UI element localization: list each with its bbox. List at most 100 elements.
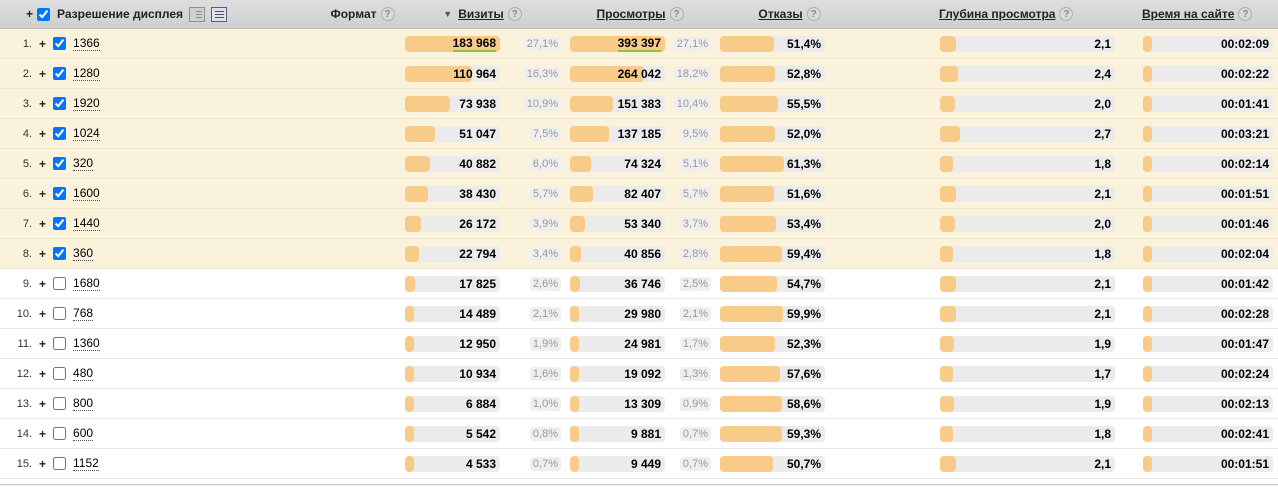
views-help-icon[interactable]: ?: [669, 7, 684, 21]
expand-row-button[interactable]: +: [39, 66, 47, 81]
visits-cell: 73 938 10,9%: [400, 95, 565, 112]
views-bar-fill: [570, 335, 579, 352]
visits-help-icon[interactable]: ?: [507, 7, 522, 21]
visits-value: 38 430: [459, 186, 496, 201]
time-bar-track: 00:02:22: [1143, 65, 1273, 82]
column-header-visits[interactable]: Визиты: [458, 7, 504, 21]
expand-row-button[interactable]: +: [39, 456, 47, 471]
expand-row-button[interactable]: +: [39, 306, 47, 321]
resolution-link[interactable]: 800: [73, 395, 94, 411]
time-bar-track: 00:02:41: [1143, 425, 1273, 442]
resolution-link[interactable]: 1366: [73, 35, 100, 51]
visits-percent: 1,0%: [529, 396, 561, 411]
resolution-link[interactable]: 1920: [73, 95, 100, 111]
row-checkbox[interactable]: [53, 457, 67, 470]
time-value: 00:01:51: [1220, 456, 1269, 471]
select-all-checkbox[interactable]: [37, 7, 51, 21]
row-checkbox[interactable]: [53, 127, 67, 140]
views-cell: 393 397 27,1%: [565, 35, 715, 52]
resolution-link[interactable]: 1152: [73, 455, 99, 471]
expand-row-button[interactable]: +: [39, 216, 47, 231]
expand-row-button[interactable]: +: [39, 276, 47, 291]
visits-bar-fill: [405, 125, 436, 142]
resolution-link[interactable]: 1280: [73, 65, 100, 81]
row-number: 3.: [22, 97, 32, 110]
depth-bar-track: 2,1: [940, 275, 1115, 292]
resolution-cell: 4. + 1024: [0, 125, 325, 141]
format-help-icon[interactable]: ?: [380, 7, 395, 21]
row-checkbox[interactable]: [53, 157, 67, 170]
row-checkbox[interactable]: [53, 97, 67, 110]
depth-value: 2,1: [1094, 306, 1111, 321]
views-bar-fill: [570, 275, 581, 292]
expand-row-button[interactable]: +: [39, 426, 47, 441]
column-header-bounce[interactable]: Отказы: [758, 7, 803, 21]
views-bar-track: 40 856: [570, 245, 665, 262]
time-cell: 00:01:47: [1138, 335, 1273, 352]
visits-bar-track: 6 884: [405, 395, 500, 412]
row-checkbox[interactable]: [53, 307, 67, 320]
table-row: 13. + 800 6 884 1,0% 13 309 0,9%: [0, 389, 1278, 419]
column-header-views[interactable]: Просмотры: [596, 7, 666, 21]
table-footer: [0, 479, 1278, 493]
row-checkbox[interactable]: [53, 397, 67, 410]
expand-all-button[interactable]: +: [26, 7, 34, 21]
expand-row-button[interactable]: +: [39, 396, 47, 411]
resolution-link[interactable]: 320: [73, 155, 94, 171]
row-checkbox[interactable]: [53, 37, 67, 50]
row-checkbox[interactable]: [53, 277, 67, 290]
time-value: 00:02:24: [1220, 366, 1269, 381]
depth-bar-track: 2,1: [940, 185, 1115, 202]
row-checkbox[interactable]: [53, 427, 67, 440]
row-number: 7.: [22, 217, 32, 230]
depth-value: 2,0: [1094, 216, 1111, 231]
time-bar-track: 00:01:47: [1143, 335, 1273, 352]
column-header-depth[interactable]: Глубина просмотра: [939, 7, 1056, 21]
expand-row-button[interactable]: +: [39, 246, 47, 261]
resolution-link[interactable]: 768: [73, 305, 94, 321]
row-checkbox[interactable]: [53, 187, 67, 200]
expand-row-button[interactable]: +: [39, 96, 47, 111]
resolution-link[interactable]: 1600: [73, 185, 100, 201]
depth-help-icon[interactable]: ?: [1059, 7, 1074, 21]
expand-row-button[interactable]: +: [39, 336, 47, 351]
resolution-link[interactable]: 1440: [73, 215, 100, 231]
time-bar-fill: [1143, 245, 1152, 262]
expand-row-button[interactable]: +: [39, 186, 47, 201]
time-cell: 00:01:46: [1138, 215, 1273, 232]
header-bounce-cell: Отказы ?: [715, 7, 830, 21]
time-help-icon[interactable]: ?: [1238, 7, 1253, 21]
expand-row-button[interactable]: +: [39, 156, 47, 171]
views-percent: 2,5%: [679, 276, 711, 291]
tree-view-icon[interactable]: [189, 6, 206, 22]
bounce-bar-track: 61,3%: [720, 155, 825, 172]
expand-row-button[interactable]: +: [39, 366, 47, 381]
resolution-cell: 15. + 1152: [0, 455, 325, 471]
bounce-cell: 53,4%: [715, 215, 830, 232]
expand-row-button[interactable]: +: [39, 36, 47, 51]
bounce-help-icon[interactable]: ?: [806, 7, 821, 21]
list-view-icon[interactable]: [211, 6, 228, 22]
resolution-link[interactable]: 480: [73, 365, 94, 381]
resolution-link[interactable]: 1360: [73, 335, 100, 351]
visits-bar-fill: [405, 155, 430, 172]
resolution-link[interactable]: 1680: [73, 275, 100, 291]
row-checkbox[interactable]: [53, 337, 67, 350]
row-checkbox[interactable]: [53, 367, 67, 380]
depth-cell: 2,1: [935, 35, 1118, 52]
resolution-link[interactable]: 360: [73, 245, 94, 261]
row-checkbox[interactable]: [53, 67, 67, 80]
resolution-link[interactable]: 1024: [73, 125, 100, 141]
bounce-value: 52,8%: [786, 66, 821, 81]
resolution-link[interactable]: 600: [73, 425, 94, 441]
bounce-value: 52,3%: [786, 336, 821, 351]
resolution-cell: 1. + 1366: [0, 35, 325, 51]
column-header-time[interactable]: Время на сайте: [1142, 7, 1235, 21]
depth-bar-track: 2,1: [940, 305, 1115, 322]
resolution-cell: 8. + 360: [0, 245, 325, 261]
depth-value: 2,7: [1094, 126, 1111, 141]
expand-row-button[interactable]: +: [39, 126, 47, 141]
row-checkbox[interactable]: [53, 247, 67, 260]
row-checkbox[interactable]: [53, 217, 67, 230]
visits-value: 51 047: [459, 126, 496, 141]
